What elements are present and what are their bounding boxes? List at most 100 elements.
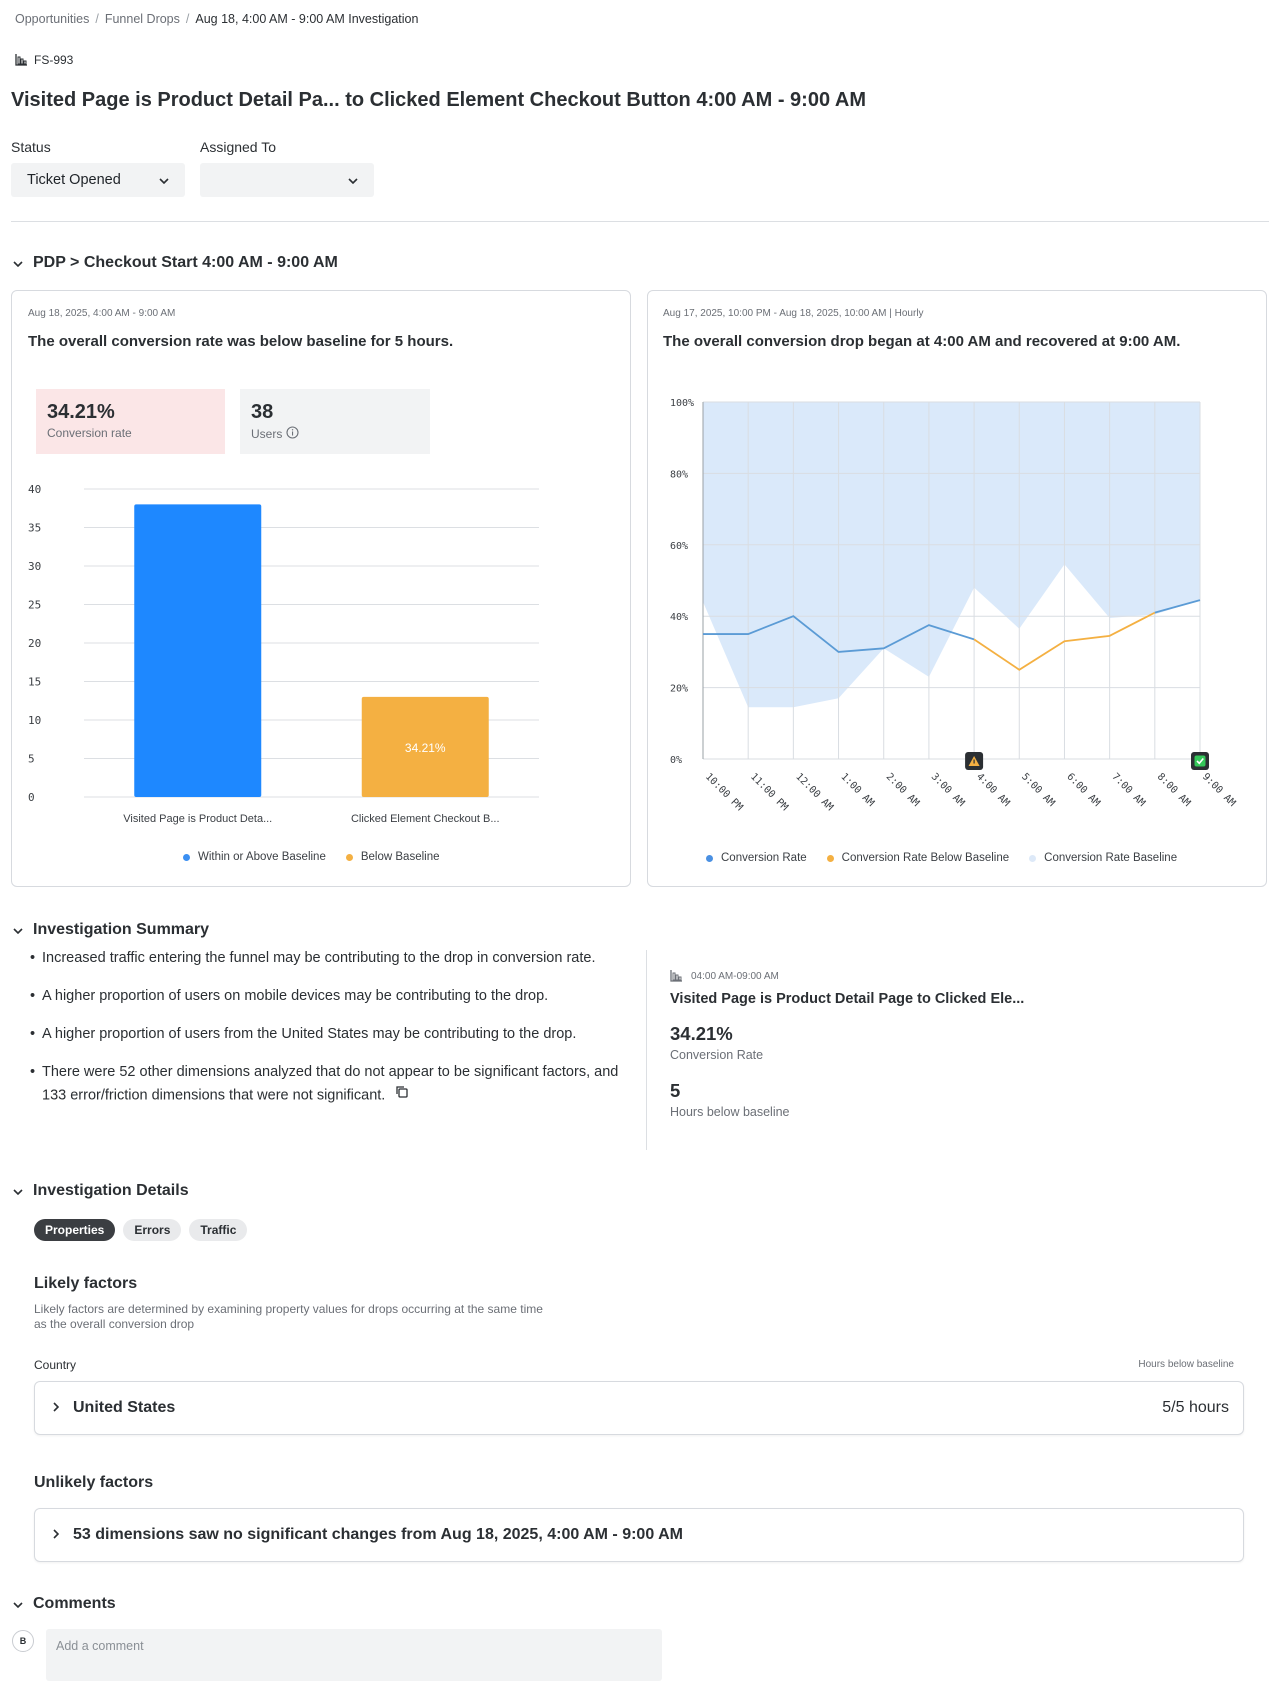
legend-item-baseline[interactable]: Conversion Rate Baseline [1029,852,1177,864]
assigned-select[interactable] [200,163,374,197]
tab-traffic[interactable]: Traffic [189,1219,248,1241]
y-tick-label: 5 [28,753,35,766]
side-time-row: 04:00 AM-09:00 AM [670,970,1230,982]
details-tabs: Properties Errors Traffic [34,1219,248,1241]
factor-label: United States [73,1399,176,1416]
chevron-down-icon [13,921,23,939]
summary-item-text: Increased traffic entering the funnel ma… [42,950,596,966]
summary-list: Increased traffic entering the funnel ma… [30,947,630,1122]
y-tick-label: 25 [28,599,41,612]
below-baseline-line [973,611,1156,671]
x-tick-label: 5:00 AM [1019,771,1057,809]
funnel-chart-icon [670,970,682,982]
summary-divider [646,950,647,1150]
header-divider [11,221,1269,222]
summary-section-header[interactable]: Investigation Summary [13,921,209,939]
comments-section-title: Comments [33,1595,116,1612]
bar [134,504,262,797]
funnel-section-title: PDP > Checkout Start 4:00 AM - 9:00 AM [33,254,338,271]
chevron-down-icon [159,172,169,188]
side-hours-label: Hours below baseline [670,1105,790,1119]
legend-dot [1029,854,1037,862]
legend-item-above[interactable]: Within or Above Baseline [183,851,326,863]
info-icon[interactable] [286,426,299,442]
funnel-chart-icon [15,54,27,66]
legend-label: Conversion Rate Baseline [1044,852,1178,864]
legend-item-below[interactable]: Conversion Rate Below Baseline [826,852,1010,864]
unlikely-factors-label: 53 dimensions saw no significant changes… [73,1526,683,1543]
line-chart-legend: Conversion Rate Conversion Rate Below Ba… [706,852,1177,864]
check-box [1194,755,1206,767]
summary-item-text: There were 52 other dimensions analyzed … [42,1064,619,1104]
x-tick-label: 12:00 AM [793,771,835,813]
bar-chart-legend: Within or Above Baseline Below Baseline [183,851,440,863]
chevron-down-icon [348,172,358,188]
baseline-band [703,402,1200,708]
y-tick-label: 40 [28,483,41,496]
side-time: 04:00 AM-09:00 AM [691,970,779,982]
conversion-rate-value: 34.21% [47,401,115,423]
conversion-summary-card: Aug 18, 2025, 4:00 AM - 9:00 AM The over… [11,290,631,887]
legend-dot [183,853,190,861]
likely-factors-title: Likely factors [34,1275,138,1292]
x-tick-label: 9:00 AM [1200,771,1238,809]
y-tick-label: 20% [670,684,688,695]
legend-dot [706,854,713,862]
summary-side-panel: 04:00 AM-09:00 AM Visited Page is Produc… [670,970,1230,1119]
x-tick-label: 10:00 PM [703,771,745,813]
bar-data-label: 34.21% [405,741,446,755]
y-tick-label: 20 [28,637,41,650]
comments-section-header[interactable]: Comments [13,1595,116,1613]
summary-item: Increased traffic entering the funnel ma… [30,947,630,970]
legend-dot [345,853,353,861]
legend-item-below[interactable]: Below Baseline [345,851,440,863]
copy-icon[interactable] [395,1084,409,1107]
y-tick-label: 60% [670,541,688,552]
unlikely-factors-row[interactable]: 53 dimensions saw no significant changes… [34,1508,1244,1562]
legend-item-rate[interactable]: Conversion Rate [706,852,807,864]
summary-item: There were 52 other dimensions analyzed … [30,1061,630,1107]
y-tick-label: 100% [670,398,694,409]
country-column-header: Country [34,1358,77,1372]
status-value: Ticket Opened [27,172,121,188]
legend-label: Conversion Rate Below Baseline [841,852,1010,864]
check-mark [1196,757,1204,765]
users-value: 38 [251,401,274,423]
details-section-header[interactable]: Investigation Details [13,1182,189,1200]
comment-input[interactable]: Add a comment [46,1629,662,1681]
conversion-trend-card: Aug 17, 2025, 10:00 PM - Aug 18, 2025, 1… [647,290,1267,887]
status-label: Status [11,139,51,155]
side-hours-value: 5 [670,1080,681,1101]
conversion-line-chart: 0% 20% 40% 60% 80% 100% 10:00 PM 11:00 PM 12:00 … [670,398,1238,813]
tab-errors[interactable]: Errors [123,1219,182,1241]
summary-item: A higher proportion of users from the Un… [30,1023,630,1046]
assigned-label: Assigned To [200,139,277,155]
side-rate-label: Conversion Rate [670,1048,764,1062]
legend-label: Conversion Rate [721,852,807,864]
legend-label: Within or Above Baseline [198,851,326,863]
y-tick-label: 10 [28,714,41,727]
summary-item-text: A higher proportion of users on mobile d… [42,988,549,1004]
side-rate-value: 34.21% [670,1023,733,1044]
factor-row-united-states[interactable]: United States 5/5 hours [34,1381,1244,1435]
tab-properties[interactable]: Properties [34,1219,116,1241]
unlikely-factors-title: Unlikely factors [34,1474,154,1491]
conversion-rate-stat: 34.21% Conversion rate [36,389,225,454]
status-select[interactable]: Ticket Opened [11,163,185,197]
ticket-id: FS-993 [15,53,73,67]
breadcrumb-funnel-drops[interactable]: Funnel Drops [104,12,180,26]
legend-label: Below Baseline [360,851,440,863]
y-tick-label: 30 [28,560,41,573]
breadcrumb-separator: / [95,12,99,26]
y-tick-label: 15 [28,676,41,689]
funnel-section-header[interactable]: PDP > Checkout Start 4:00 AM - 9:00 AM [13,254,338,272]
breadcrumb-opportunities[interactable]: Opportunities [15,12,90,26]
x-tick-label: 11:00 PM [748,771,790,813]
conversion-rate-label: Conversion rate [47,426,132,440]
y-tick-label: 0% [670,755,682,766]
y-tick-label: 0 [28,791,35,804]
legend-dot [826,854,834,862]
users-label-row: Users [251,426,419,442]
users-bar-chart: 0 5 10 15 20 25 30 35 40 Visited Page is Product … [28,483,539,825]
page-title: Visited Page is Product Detail Pa... to … [11,89,866,111]
